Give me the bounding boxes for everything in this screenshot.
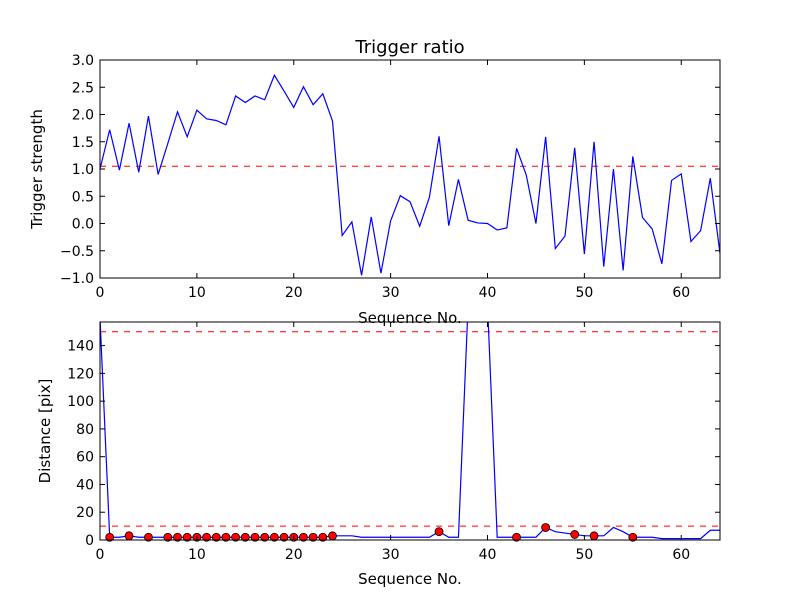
data-point xyxy=(308,532,318,542)
data-point xyxy=(328,531,337,541)
x-tick-label: 0 xyxy=(96,547,105,563)
x-tick-label: 40 xyxy=(479,285,497,301)
data-point xyxy=(163,532,173,542)
y-tick-label: 1.5 xyxy=(72,135,94,151)
y-tick-label: 2.0 xyxy=(72,108,94,124)
data-point xyxy=(240,532,250,542)
y-axis-label: Trigger strength xyxy=(28,109,46,230)
axes-frame xyxy=(99,321,721,541)
data-point xyxy=(541,523,551,532)
series-line xyxy=(100,322,720,540)
data-point xyxy=(299,532,308,542)
data-point xyxy=(589,531,599,541)
axes-frame xyxy=(99,59,721,279)
data-point xyxy=(628,532,638,542)
y-tick-label: 1.0 xyxy=(72,162,94,178)
data-point xyxy=(211,532,221,542)
x-tick-label: 60 xyxy=(672,547,690,563)
data-point xyxy=(512,532,521,542)
x-tick-label: 0 xyxy=(96,285,105,301)
data-point xyxy=(250,532,260,542)
trigger-plot-area: 0 10 20 30 40 50 60 −1.0 −0.5 0.0 0.5 1.0 1.5 2.0 2.5 3… xyxy=(60,53,721,301)
data-point xyxy=(144,532,153,542)
x-tick-label: 10 xyxy=(188,547,206,563)
y-tick-label: 20 xyxy=(76,505,94,521)
y-tick-label: 100 xyxy=(67,394,94,410)
y-tick-label: 40 xyxy=(76,477,94,493)
x-axis-label: Sequence No. xyxy=(358,570,462,588)
x-tick-label: 50 xyxy=(575,285,593,301)
data-point xyxy=(202,532,211,542)
y-tick-label: −1.0 xyxy=(60,271,94,287)
data-point xyxy=(318,532,328,542)
x-tick-label: 50 xyxy=(575,547,593,563)
x-tick-label: 60 xyxy=(672,285,690,301)
chart-title: Trigger ratio xyxy=(354,37,464,58)
data-point xyxy=(124,531,134,541)
y-tick-label: 0.5 xyxy=(72,189,94,205)
y-tick-label: 60 xyxy=(76,450,94,466)
data-point xyxy=(173,532,182,542)
x-tick-label: 10 xyxy=(188,285,206,301)
distance-panel: 0 10 20 30 40 50 60 0 20 40 60 80 100 120 140 Sequence… xyxy=(36,321,721,588)
data-point xyxy=(570,530,580,539)
series-line xyxy=(100,73,720,276)
y-tick-label: −0.5 xyxy=(60,244,94,260)
data-point xyxy=(231,532,241,542)
data-point xyxy=(269,532,279,542)
x-tick-label: 30 xyxy=(382,285,400,301)
y-tick-label: 0 xyxy=(85,533,94,549)
data-point xyxy=(434,527,444,537)
y-tick-label: 2.5 xyxy=(72,80,94,96)
trigger-ratio-panel: Trigger ratio 0 10 20 30 40 50 60 −1.0 −0.5 0.0 0.… xyxy=(28,37,721,327)
x-tick-label: 40 xyxy=(479,547,497,563)
distance-plot-area: 0 10 20 30 40 50 60 0 20 40 60 80 100 120 140 xyxy=(67,321,721,563)
data-point xyxy=(260,532,270,542)
data-point xyxy=(279,532,289,542)
x-tick-label: 20 xyxy=(285,285,303,301)
data-point xyxy=(105,532,115,542)
y-tick-label: 140 xyxy=(67,339,94,355)
y-tick-label: 120 xyxy=(67,366,94,382)
x-tick-label: 30 xyxy=(382,547,400,563)
x-tick-label: 20 xyxy=(285,547,303,563)
data-point xyxy=(182,532,192,542)
y-tick-label: 3.0 xyxy=(72,53,94,69)
x-axis-label: Sequence No. xyxy=(358,309,462,327)
y-axis-label: Distance [pix] xyxy=(36,379,54,484)
y-tick-label: 0.0 xyxy=(72,217,94,233)
data-point xyxy=(221,532,231,542)
y-tick-label: 80 xyxy=(76,422,94,438)
